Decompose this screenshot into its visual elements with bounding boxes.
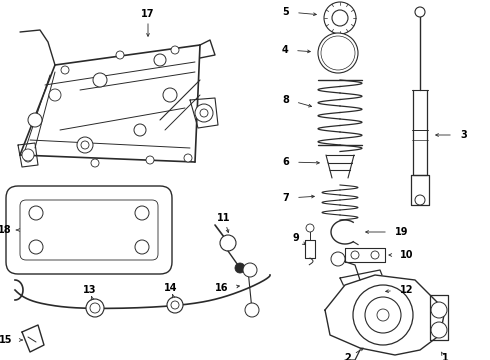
Circle shape <box>306 224 314 232</box>
Circle shape <box>86 299 104 317</box>
Polygon shape <box>325 275 445 355</box>
Circle shape <box>90 303 100 313</box>
Circle shape <box>91 159 99 167</box>
Text: 2: 2 <box>344 353 351 360</box>
Text: 16: 16 <box>215 283 228 293</box>
Text: 12: 12 <box>400 285 414 295</box>
Circle shape <box>415 7 425 17</box>
Circle shape <box>200 109 208 117</box>
Text: 18: 18 <box>0 225 12 235</box>
Circle shape <box>29 240 43 254</box>
Circle shape <box>184 154 192 162</box>
Circle shape <box>116 51 124 59</box>
Circle shape <box>29 206 43 220</box>
Circle shape <box>324 2 356 34</box>
Circle shape <box>318 33 358 73</box>
Circle shape <box>331 252 345 266</box>
Circle shape <box>81 141 89 149</box>
Circle shape <box>332 10 348 26</box>
Circle shape <box>353 285 413 345</box>
Circle shape <box>195 104 213 122</box>
Text: 5: 5 <box>282 7 289 17</box>
Circle shape <box>22 149 34 161</box>
FancyBboxPatch shape <box>6 186 172 274</box>
Circle shape <box>354 284 370 300</box>
Circle shape <box>171 46 179 54</box>
Circle shape <box>365 297 401 333</box>
Circle shape <box>49 89 61 101</box>
Circle shape <box>377 309 389 321</box>
Circle shape <box>245 303 259 317</box>
FancyBboxPatch shape <box>20 200 158 260</box>
Circle shape <box>243 263 257 277</box>
Text: 17: 17 <box>141 9 155 19</box>
Circle shape <box>351 251 359 259</box>
Circle shape <box>371 251 379 259</box>
Text: 10: 10 <box>400 250 414 260</box>
Circle shape <box>163 88 177 102</box>
Circle shape <box>93 73 107 87</box>
Circle shape <box>154 54 166 66</box>
Circle shape <box>171 301 179 309</box>
Circle shape <box>135 240 149 254</box>
Circle shape <box>77 137 93 153</box>
Circle shape <box>146 156 154 164</box>
Circle shape <box>24 154 32 162</box>
Circle shape <box>61 66 69 74</box>
Circle shape <box>321 36 355 70</box>
Circle shape <box>431 322 447 338</box>
Circle shape <box>431 302 447 318</box>
Circle shape <box>220 235 236 251</box>
Circle shape <box>325 40 351 66</box>
Circle shape <box>134 124 146 136</box>
Text: 19: 19 <box>395 227 409 237</box>
Circle shape <box>358 288 366 296</box>
Text: 8: 8 <box>282 95 289 105</box>
Text: 6: 6 <box>282 157 289 167</box>
Text: 14: 14 <box>164 283 178 293</box>
Text: 1: 1 <box>441 353 448 360</box>
Circle shape <box>135 206 149 220</box>
Text: 3: 3 <box>460 130 467 140</box>
Text: 9: 9 <box>293 233 299 243</box>
Text: 4: 4 <box>281 45 288 55</box>
Circle shape <box>235 263 245 273</box>
Circle shape <box>28 113 42 127</box>
Circle shape <box>167 297 183 313</box>
Text: 13: 13 <box>83 285 97 295</box>
Text: 11: 11 <box>217 213 231 223</box>
Text: 15: 15 <box>0 335 12 345</box>
Text: 7: 7 <box>282 193 289 203</box>
Circle shape <box>415 195 425 205</box>
